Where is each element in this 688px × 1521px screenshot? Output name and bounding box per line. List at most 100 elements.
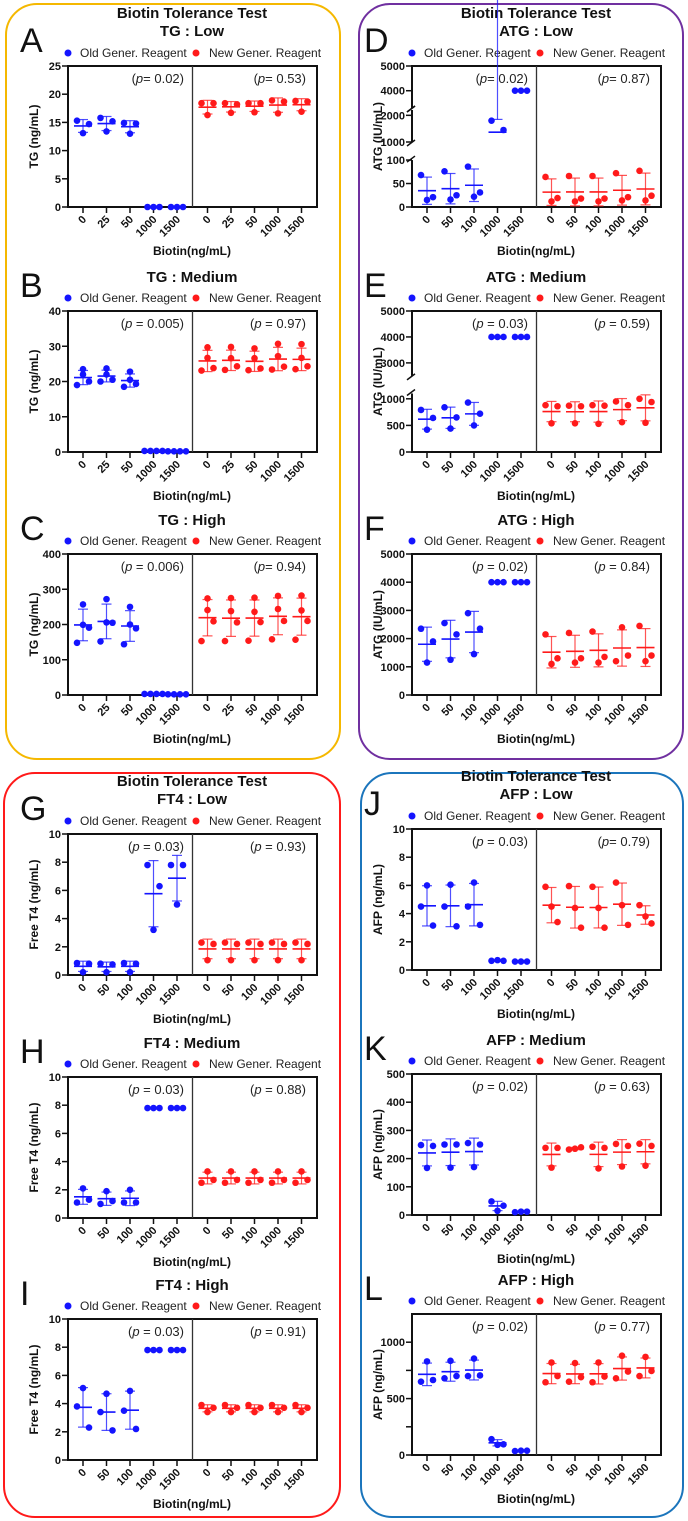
data-point-new [548,1164,555,1171]
data-point-old [109,1197,116,1205]
data-point-old [488,957,495,965]
data-point-old [85,120,93,128]
y-tick-label: 500 [387,1069,405,1081]
x-axis-label: Biotin(ng/mL) [153,1012,231,1026]
data-point-old [144,203,151,211]
legend-new-marker [192,817,200,825]
data-point-new [257,365,264,372]
y-tick-label: 0 [55,690,61,702]
data-point-new [304,940,311,948]
y-tick-label: 300 [43,584,61,596]
x-tick-label: 50 [95,1225,112,1242]
data-point-new [571,198,579,205]
data-point-old [164,690,172,698]
data-point-new [298,956,305,964]
data-point-new [227,607,235,615]
x-tick-label: 25 [220,459,237,476]
data-point-old [103,1187,110,1195]
data-point-new [257,1176,264,1184]
data-point-new [571,1359,579,1367]
data-point-new [612,879,620,886]
x-tick-label: 1500 [282,982,308,1008]
data-point-old [97,114,104,122]
data-point-new [624,652,632,659]
legend-old-label: Old Gener. Reagent [80,814,187,828]
data-point-new [245,366,252,374]
data-point-new [251,354,258,362]
data-point-old [476,189,484,196]
x-tick-label: 0 [76,459,89,472]
panel-chart: K AFP : Medium Old Gener. Reagent New Gener… [364,1030,666,1266]
data-point-old [464,163,472,170]
x-tick-label: 1500 [501,977,527,1003]
data-point-old [79,1384,87,1392]
data-point-new [221,939,229,946]
p-value-part: = 0.87) [609,71,650,86]
data-point-new [636,1372,643,1380]
data-point-new [245,1179,252,1187]
legend-old-marker [408,537,416,545]
p-value-part: p [479,71,487,86]
y-tick-label: 4000 [381,86,405,98]
data-point-old [79,371,87,378]
x-tick-label: 1000 [134,1467,160,1493]
y-tick-label: 500 [387,1394,405,1406]
data-point-old [488,333,495,341]
x-tick-label: 50 [439,1222,456,1239]
data-point-old [120,959,128,967]
legend-new-marker [192,537,200,545]
data-point-new [612,398,620,405]
p-value-part: ( [472,1319,477,1334]
data-point-old [429,1142,437,1150]
x-tick-label: 1500 [501,702,527,728]
data-point-new [292,365,299,373]
data-point-new [648,1142,655,1150]
data-point-old [523,1208,531,1215]
x-tick-label: 1500 [282,214,308,240]
y-tick-label: 0 [55,1455,61,1467]
p-value-part: = 0.005) [132,316,184,331]
data-point-old [441,168,448,175]
data-point-new [618,1163,626,1170]
x-axis-label: Biotin(ng/mL) [153,489,231,503]
y-tick-label: 15 [49,117,61,129]
data-point-old [132,1425,140,1433]
axis-break-mark [406,139,416,147]
x-tick-label: 0 [420,702,433,715]
data-point-old [500,1202,507,1209]
data-point-old [103,595,110,603]
panel-chart: C TG : High Old Gener. Reagent New Gener. R… [20,510,322,746]
x-tick-label: 50 [119,702,136,719]
data-point-old [429,1376,437,1384]
p-value: (p = 0.005) [121,316,184,331]
data-point-old [132,380,140,388]
x-tick-label: 100 [239,1467,260,1488]
data-point-new [542,883,549,891]
data-point-old [417,1141,425,1149]
x-tick-label: 50 [439,214,456,231]
data-point-new [624,921,632,929]
y-tick-label: 0 [399,1210,405,1222]
legend-new-label: New Gener. Reagent [553,1054,666,1068]
data-point-new [204,344,211,351]
x-tick-label: 0 [76,1225,89,1238]
data-point-new [565,1378,573,1385]
panel-letter: A [20,22,43,60]
x-tick-label: 100 [115,982,136,1003]
data-point-new [589,401,596,409]
data-point-new [233,363,241,370]
legend-new-marker [536,812,544,820]
data-point-new [298,1408,305,1416]
legend-old-label: Old Gener. Reagent [80,1057,187,1071]
y-tick-label: 2 [55,1427,61,1439]
p-value-part: ( [472,834,477,849]
p-value-part: p [253,839,261,854]
data-point-new [618,901,626,909]
legend-old-label: Old Gener. Reagent [80,1299,187,1313]
data-point-old [494,1207,501,1215]
p-value: (p = 0.63) [594,1079,650,1094]
x-axis-label: Biotin(ng/mL) [497,244,575,258]
legend-old-label: Old Gener. Reagent [424,534,531,548]
data-point-old [500,957,507,965]
data-point-old [447,656,454,664]
